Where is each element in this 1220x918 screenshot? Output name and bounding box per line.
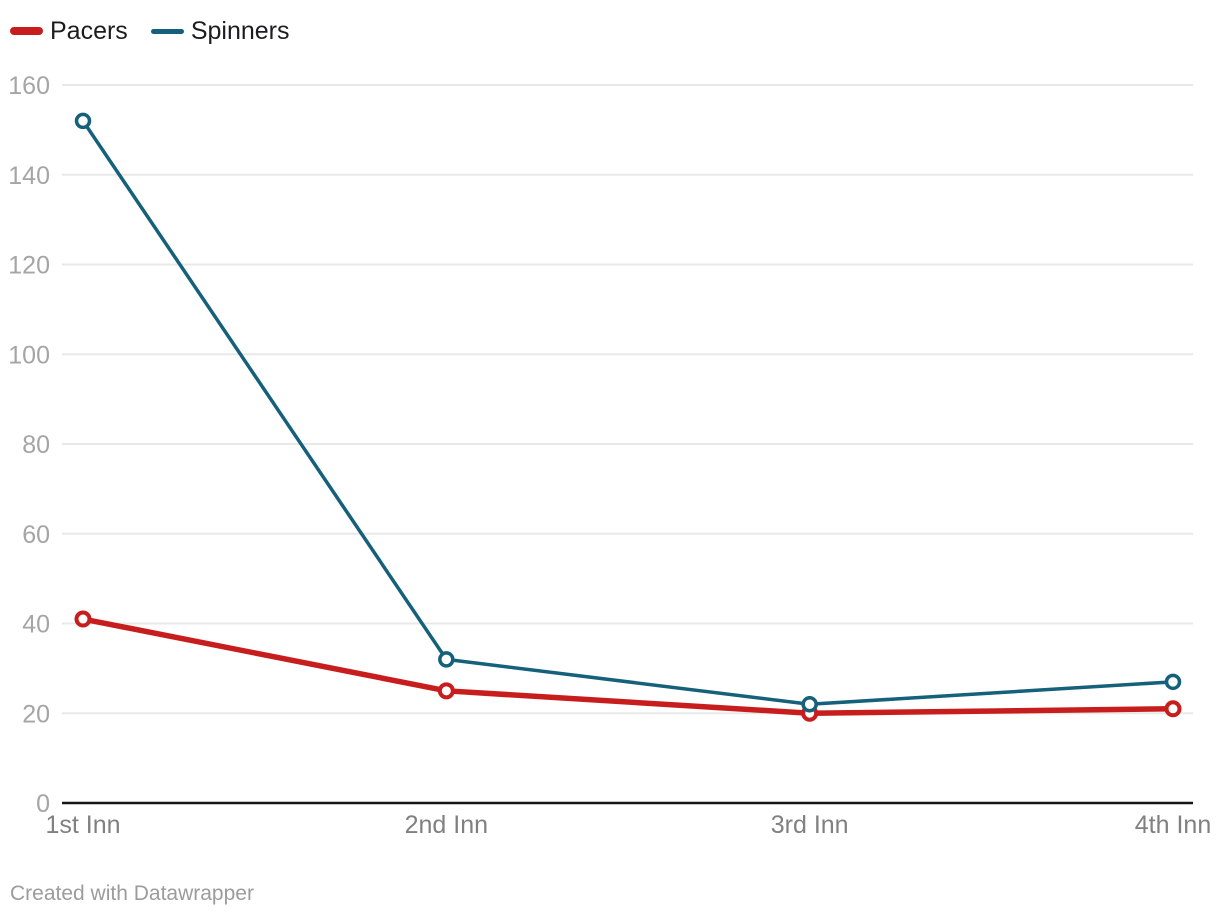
- y-tick-label: 20: [22, 700, 50, 728]
- spinners-line-swatch: [150, 28, 184, 34]
- legend-label-pacers: Pacers: [50, 17, 128, 45]
- y-tick-label: 120: [8, 252, 50, 280]
- x-tick-label: 3rd Inn: [770, 811, 849, 839]
- attribution: Created with Datawrapper: [10, 882, 254, 905]
- y-tick-labels: 0 20 40 60 80 100 120 140 160: [8, 72, 50, 818]
- gridlines: [62, 84, 1193, 805]
- series-spinners: [74, 112, 1182, 713]
- data-point-spinners-3rd-inn[interactable]: [801, 696, 818, 713]
- y-tick-label: 160: [8, 72, 50, 100]
- legend-item-spinners: Spinners: [150, 16, 290, 46]
- legend-label-spinners: Spinners: [190, 17, 290, 45]
- x-tick-label: 4th Inn: [1134, 811, 1212, 839]
- series-pacers: [74, 610, 1182, 722]
- legend-item-pacers: Pacers: [10, 16, 128, 46]
- y-tick-label: 40: [22, 611, 50, 639]
- y-tick-label: 100: [8, 341, 50, 369]
- x-axis-labels: 1st Inn 2nd Inn 3rd Inn 4th Inn: [0, 811, 1220, 843]
- data-point-pacers-2nd-inn[interactable]: [437, 682, 455, 700]
- y-tick-label: 80: [22, 431, 50, 459]
- pacers-line-swatch: [10, 27, 43, 35]
- data-point-spinners-1st-inn[interactable]: [74, 112, 92, 130]
- y-tick-label: 60: [22, 521, 50, 549]
- data-point-pacers-4th-inn[interactable]: [1164, 700, 1182, 718]
- series-line-pacers: [80, 616, 1176, 716]
- series-line-spinners: [81, 119, 1175, 707]
- x-tick-label: 2nd Inn: [404, 811, 489, 839]
- y-tick-label: 140: [8, 162, 50, 190]
- legend: Pacers Spinners: [10, 16, 289, 46]
- data-point-spinners-2nd-inn[interactable]: [438, 651, 455, 668]
- data-point-spinners-4th-inn[interactable]: [1164, 673, 1182, 691]
- x-tick-label: 1st Inn: [45, 811, 121, 839]
- y-tick-label: 0: [36, 790, 50, 818]
- data-point-pacers-1st-inn[interactable]: [74, 610, 92, 628]
